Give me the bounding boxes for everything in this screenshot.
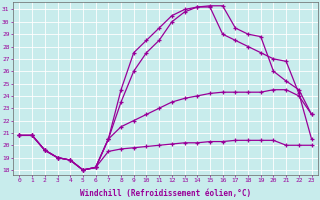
X-axis label: Windchill (Refroidissement éolien,°C): Windchill (Refroidissement éolien,°C) [80, 189, 251, 198]
